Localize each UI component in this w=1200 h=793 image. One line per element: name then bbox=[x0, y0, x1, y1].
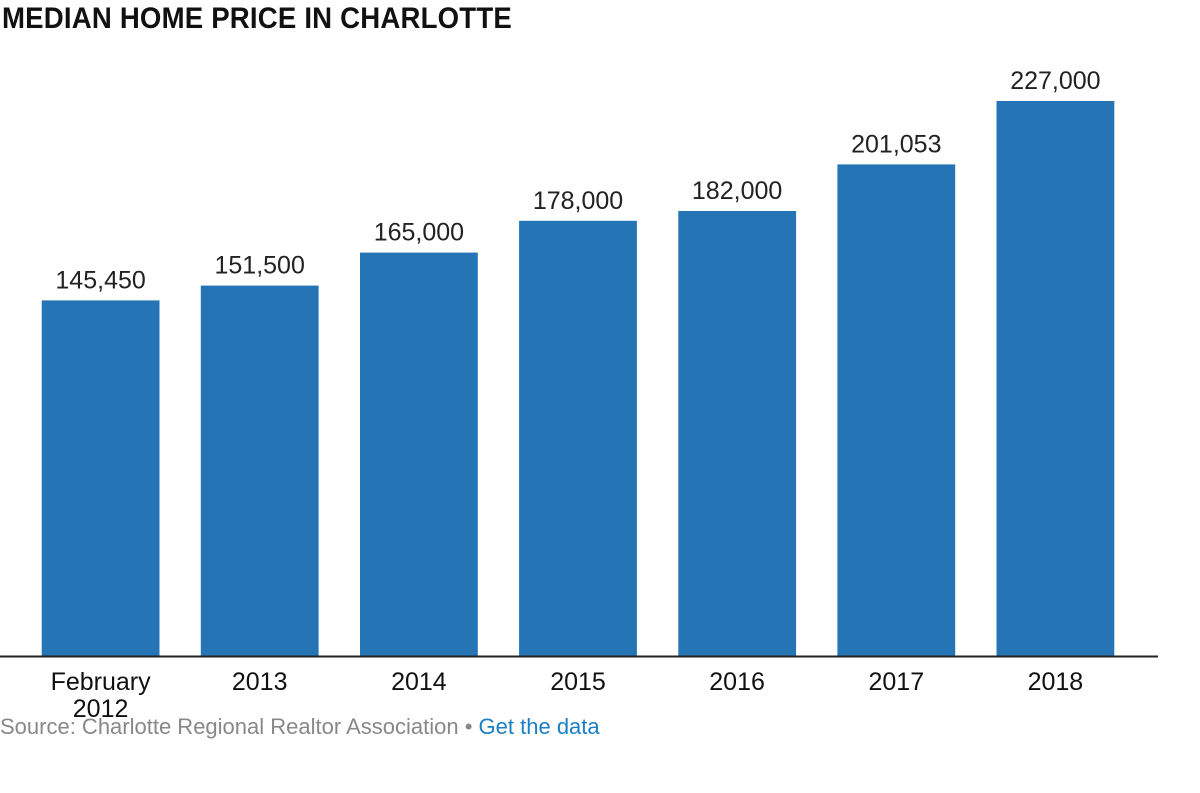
bar-1 bbox=[200, 285, 319, 656]
x-tick-label-0-line-1: 2012 bbox=[73, 695, 129, 723]
bar-value-label-1: 151,500 bbox=[215, 252, 305, 280]
bar-value-label-3: 178,000 bbox=[533, 187, 623, 215]
bar-3 bbox=[519, 220, 637, 657]
bars-group bbox=[41, 101, 1115, 657]
bar-value-label-6: 227,000 bbox=[1010, 67, 1100, 95]
source-text: Source: Charlotte Regional Realtor Assoc… bbox=[0, 714, 459, 739]
bar-5 bbox=[837, 164, 956, 656]
x-tick-label-5: 2017 bbox=[868, 668, 924, 696]
bar-6 bbox=[996, 101, 1115, 656]
x-tick-label-0-line-0: February bbox=[51, 668, 152, 696]
bar-value-label-0: 145,450 bbox=[55, 266, 145, 294]
source-separator: • bbox=[464, 714, 473, 739]
x-tick-label-2: 2014 bbox=[391, 668, 447, 696]
bar-4 bbox=[678, 211, 797, 656]
bar-value-label-4: 182,000 bbox=[692, 177, 782, 205]
bar-2 bbox=[360, 252, 478, 656]
bar-0 bbox=[41, 300, 160, 656]
source-line: Source: Charlotte Regional Realtor Assoc… bbox=[0, 713, 600, 741]
chart-title: MEDIAN HOME PRICE IN CHARLOTTE bbox=[2, 2, 512, 35]
x-tick-label-1: 2013 bbox=[232, 668, 288, 696]
value-labels-group: 145,450 151,500 165,000 178,000 182,000 201,0… bbox=[55, 67, 1100, 294]
get-the-data-link[interactable]: Get the data bbox=[478, 714, 600, 739]
bar-value-label-5: 201,053 bbox=[851, 130, 941, 158]
x-tick-label-6: 2018 bbox=[1028, 668, 1084, 696]
bar-value-label-2: 165,000 bbox=[374, 219, 464, 247]
x-tick-label-4: 2016 bbox=[709, 668, 765, 696]
x-tick-label-3: 2015 bbox=[550, 668, 606, 696]
